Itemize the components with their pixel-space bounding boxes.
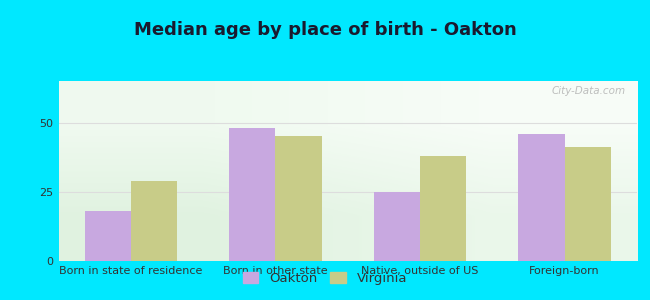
Bar [374, 192, 420, 261]
Bar [420, 156, 466, 261]
Bar [229, 128, 276, 261]
Bar [131, 181, 177, 261]
Legend: Oakton, Virginia: Oakton, Virginia [237, 267, 413, 290]
Text: Median age by place of birth - Oakton: Median age by place of birth - Oakton [134, 21, 516, 39]
Bar [565, 148, 611, 261]
Bar [276, 136, 322, 261]
Text: City-Data.com: City-Data.com [551, 86, 625, 96]
Bar [519, 134, 565, 261]
Bar [84, 211, 131, 261]
